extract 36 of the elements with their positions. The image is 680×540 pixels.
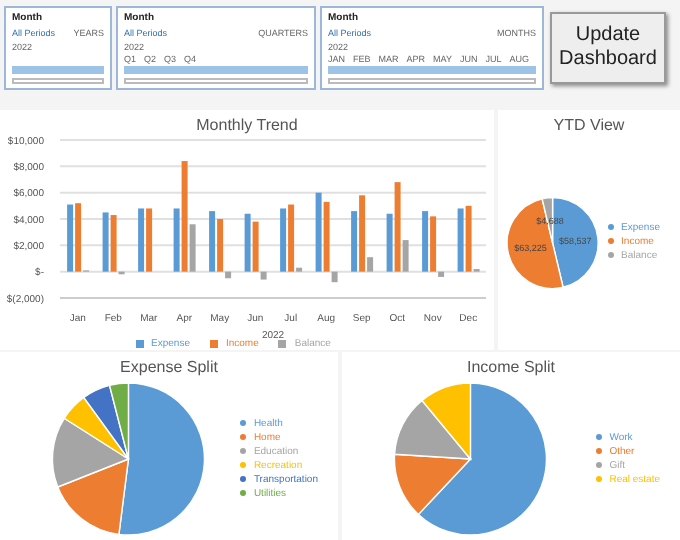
text: Update Dashboard [550,12,666,84]
bar [217,219,224,272]
bar [386,213,393,272]
bar [181,161,188,272]
bar [430,216,437,272]
bar [280,208,287,272]
bar [331,271,338,283]
bar [252,221,259,272]
bar [367,257,374,272]
bar [288,204,295,272]
bar [102,212,109,272]
bar [402,240,409,272]
chart-title: YTD View [551,114,627,136]
bar [315,192,322,272]
bar [146,208,153,272]
bar [394,182,401,272]
bar [173,208,180,272]
bar [351,211,358,272]
bar [209,211,216,272]
bar [244,213,251,272]
bar [138,208,145,272]
bar [422,211,429,272]
bar [323,201,330,272]
chart-title: Income Split [464,356,558,378]
chart-title: Expense Split [118,356,220,378]
bar [260,271,267,280]
bar [225,271,232,279]
bar [457,208,464,272]
bar [465,205,472,272]
bar [359,195,366,272]
bar [110,215,117,272]
bar [67,204,74,272]
bar [189,224,196,272]
bar [438,271,445,277]
chart-title: Monthly Trend [194,114,300,136]
bar [75,203,82,272]
